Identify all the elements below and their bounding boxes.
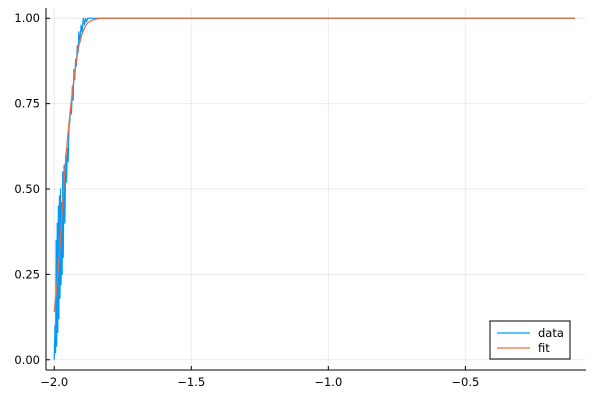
series-line-data — [53, 17, 576, 360]
x-tick-label: −1.0 — [314, 375, 342, 389]
legend-label-data: data — [538, 326, 564, 340]
legend: data fit — [489, 320, 571, 360]
grid — [46, 8, 586, 370]
y-tick-label: 0.00 — [14, 353, 40, 367]
legend-label-fit: fit — [538, 341, 550, 355]
legend-box — [489, 320, 571, 360]
y-tick-label: 0.75 — [14, 97, 40, 111]
y-tick-label: 1.00 — [14, 11, 40, 25]
x-tick-label: −0.5 — [451, 375, 479, 389]
series-layer — [53, 17, 576, 360]
tick-labels: −2.0 −1.5 −1.0 −0.5 0.00 0.25 0.50 0.75 1.00 — [14, 11, 479, 389]
x-tick-label: −1.5 — [177, 375, 205, 389]
y-tick-label: 0.50 — [14, 182, 40, 196]
y-tick-label: 0.25 — [14, 267, 40, 281]
x-tick-label: −2.0 — [40, 375, 68, 389]
series-line-fit — [53, 17, 576, 313]
